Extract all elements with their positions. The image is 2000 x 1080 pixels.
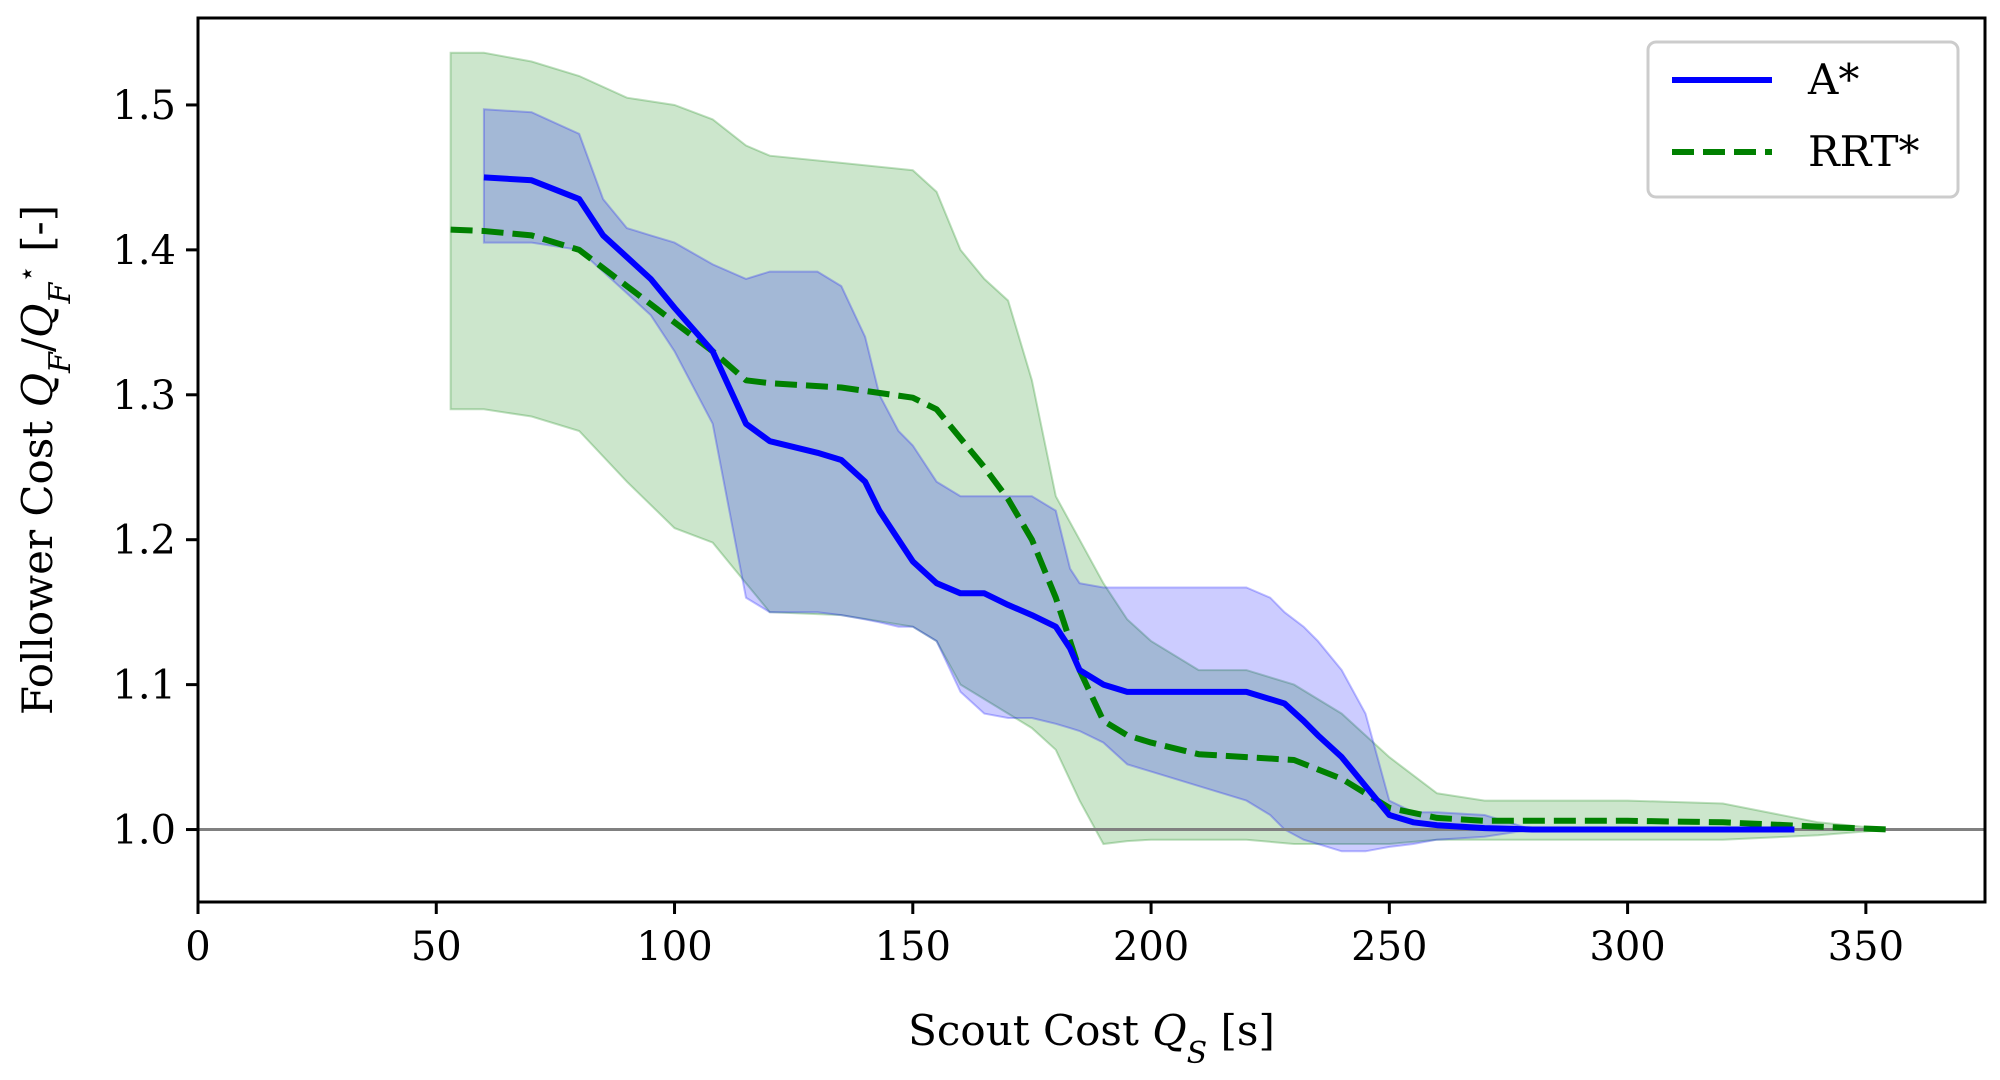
y-tick-label: 1.3 — [112, 373, 176, 419]
legend: A* RRT* — [1646, 40, 1960, 199]
y-tick-label: 1.2 — [112, 518, 176, 564]
x-axis-label-prefix: Scout Cost — [908, 1006, 1152, 1055]
band-rrt-star — [449, 51, 1890, 846]
x-tick-label: 150 — [875, 924, 951, 970]
y-axis-label-prefix: Follower Cost — [13, 407, 62, 715]
legend-label-rrt-star: RRT* — [1808, 127, 1920, 176]
y-axis: 1.0 1.1 1.2 1.3 1.4 1.5 — [112, 83, 198, 854]
plot-area — [196, 16, 1987, 904]
y-tick-label: 1.4 — [112, 228, 176, 274]
x-tick-label: 250 — [1351, 924, 1427, 970]
series-lines — [450, 174, 1890, 833]
x-tick-label: 300 — [1589, 924, 1665, 970]
x-tick-label: 0 — [185, 924, 210, 970]
x-axis-label-sub: S — [1187, 1036, 1208, 1071]
x-axis: 0 50 100 150 200 250 300 350 — [185, 902, 1904, 970]
x-axis-label: Scout Cost QS [s] — [908, 1006, 1275, 1071]
y-axis-label-suffix: [-] — [13, 205, 62, 265]
legend-label-a-star: A* — [1807, 55, 1859, 104]
y-tick-label: 1.5 — [112, 83, 176, 129]
y-tick-label: 1.1 — [112, 663, 176, 709]
x-axis-label-var: Q — [1152, 1006, 1186, 1055]
line-a-star — [483, 174, 1795, 833]
y-axis-label: Follower Cost QF/QF⋆ [-] — [10, 205, 78, 715]
x-tick-label: 50 — [411, 924, 462, 970]
line-rrt-star — [450, 226, 1890, 833]
x-tick-label: 200 — [1113, 924, 1189, 970]
x-tick-label: 350 — [1828, 924, 1904, 970]
y-tick-label: 1.0 — [112, 808, 176, 854]
x-tick-label: 100 — [636, 924, 712, 970]
x-axis-label-suffix: [s] — [1207, 1006, 1275, 1055]
